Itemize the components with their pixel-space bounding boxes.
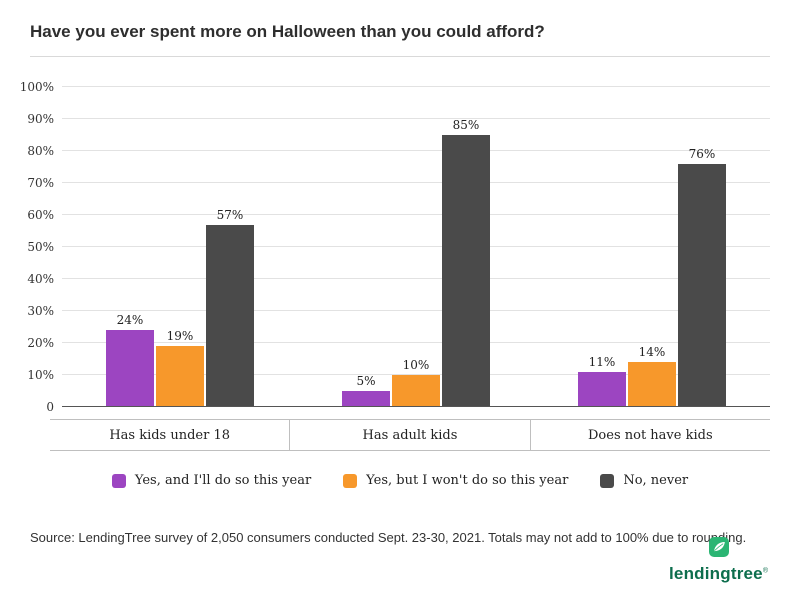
bar-column: 57% (206, 208, 254, 407)
gridline (62, 214, 770, 215)
y-axis-tick-label: 100% (19, 80, 54, 94)
bar-group: 11% 14% 76% (534, 87, 770, 407)
y-axis-tick-label: 30% (27, 304, 54, 318)
bar-value-label: 11% (588, 354, 616, 369)
x-axis-baseline (62, 406, 770, 407)
bar-chart: 0 10% 20% 30% 40% 50% 60% 70% 80% 90% 100% 24% 19% 57… (20, 80, 770, 414)
y-axis-tick-label: 70% (27, 176, 54, 190)
bar (578, 371, 626, 407)
title-divider (30, 56, 770, 57)
legend-swatch (343, 473, 358, 488)
bar (392, 375, 440, 407)
y-axis-tick-label: 20% (27, 336, 54, 350)
gridline (62, 182, 770, 183)
bar-column: 14% (628, 345, 676, 407)
bar-value-label: 76% (688, 146, 716, 161)
chart-title: Have you ever spent more on Halloween th… (30, 22, 545, 41)
bar-column: 19% (156, 329, 204, 407)
bar-column: 5% (342, 374, 390, 407)
bar-column: 76% (678, 147, 726, 407)
legend-label: Yes, and I'll do so this year (134, 473, 312, 488)
legend-item: Yes, but I won't do so this year (343, 473, 568, 488)
lendingtree-logo: lendingtree® (669, 537, 768, 584)
gridline (62, 310, 770, 311)
bar (442, 135, 490, 407)
bar-value-label: 5% (356, 374, 376, 388)
bar-group: 24% 19% 57% (62, 87, 298, 407)
bar-value-label: 14% (638, 345, 666, 360)
gridline (62, 150, 770, 151)
legend-swatch (111, 473, 126, 488)
legend-swatch (600, 473, 615, 488)
gridline (62, 374, 770, 375)
category-axis: Has kids under 18 Has adult kids Does not … (50, 419, 770, 451)
legend-item: Yes, and I'll do so this year (111, 473, 312, 488)
legend-item: No, never (600, 473, 688, 488)
gridline (62, 118, 770, 119)
bar (206, 224, 254, 407)
gridline (62, 86, 770, 87)
y-axis-tick-label: 0 (46, 400, 54, 414)
bar (628, 362, 676, 407)
source-note: Source: LendingTree survey of 2,050 cons… (30, 530, 747, 545)
bar-column: 11% (578, 355, 626, 407)
bar (342, 391, 390, 407)
bar (678, 163, 726, 407)
y-axis-tick-label: 90% (27, 112, 54, 126)
y-axis-tick-label: 40% (27, 272, 54, 286)
y-axis-tick-label: 10% (27, 368, 54, 382)
category-label: Has kids under 18 (109, 427, 231, 443)
registered-mark: ® (762, 567, 768, 575)
leaf-icon (708, 537, 729, 562)
logo-wordmark: lendingtree (669, 564, 763, 583)
y-axis-tick-label: 80% (27, 144, 54, 158)
bar-value-label: 24% (116, 313, 144, 328)
gridline (62, 342, 770, 343)
legend-label: No, never (623, 473, 689, 488)
bar (156, 346, 204, 407)
chart-legend: Yes, and I'll do so this year Yes, but I … (30, 473, 770, 488)
bar-value-label: 19% (166, 329, 194, 344)
bar-group: 5% 10% 85% (298, 87, 534, 407)
bar-value-label: 10% (402, 358, 430, 372)
category-label: Has adult kids (289, 420, 529, 450)
category-label: Does not have kids (529, 420, 770, 450)
gridline (62, 278, 770, 279)
legend-label: Yes, but I won't do so this year (366, 473, 569, 488)
bar-value-label: 57% (216, 207, 244, 222)
plot-area: 0 10% 20% 30% 40% 50% 60% 70% 80% 90% 100% 24% 19% 57… (20, 80, 770, 414)
bar (106, 330, 154, 407)
gridline (62, 246, 770, 247)
y-axis-tick-label: 50% (27, 240, 54, 254)
y-axis-tick-label: 60% (27, 208, 54, 222)
bar-value-label: 85% (452, 118, 480, 132)
bar-column: 24% (106, 313, 154, 407)
bar-column: 85% (442, 118, 490, 407)
bar-column: 10% (392, 358, 440, 407)
